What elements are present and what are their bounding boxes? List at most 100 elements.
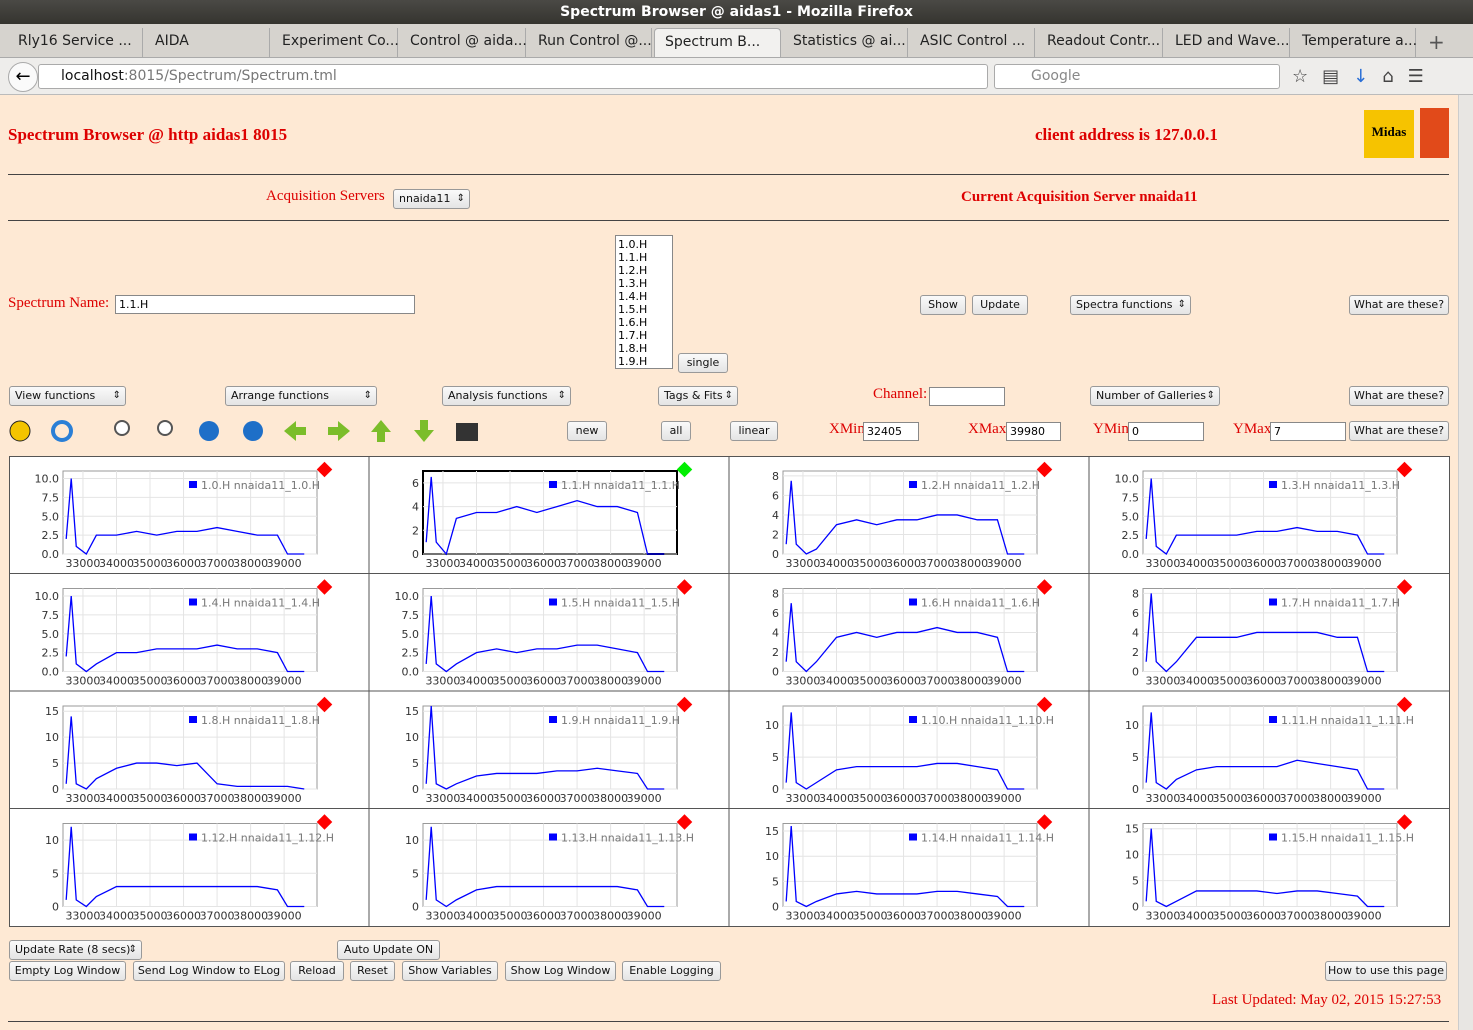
spectrum-line — [785, 603, 1025, 673]
spectrum-input[interactable]: 1.1.H — [115, 295, 415, 314]
toolbar-icons[interactable]: ☆▤↓⌂☰ — [1292, 66, 1438, 87]
icon-left[interactable] — [284, 421, 306, 441]
spectrum-line — [425, 595, 665, 673]
footer-button[interactable]: Enable Logging — [622, 961, 721, 981]
icon-zoom-in[interactable] — [114, 420, 130, 436]
url-bar[interactable]: localhost:8015/Spectrum/Spectrum.tml — [38, 64, 988, 89]
spectrum-option[interactable]: 1.1.H — [618, 251, 648, 264]
icon-radiation[interactable] — [9, 420, 31, 442]
spectrum-option[interactable]: 1.3.H — [618, 277, 648, 290]
x-tick-label: 39000 — [627, 910, 662, 923]
tab[interactable]: LED and Wave... — [1165, 28, 1290, 57]
x-tick-label: 39000 — [267, 557, 302, 570]
single-button[interactable]: single — [678, 353, 728, 373]
icon-up[interactable] — [243, 421, 263, 441]
help-button[interactable]: What are these? — [1349, 421, 1449, 441]
icon-display[interactable] — [456, 423, 478, 441]
x-tick-label: 35000 — [493, 675, 528, 688]
legend-swatch — [549, 481, 557, 488]
y-tick-label: 6 — [772, 607, 779, 620]
analysis-functions[interactable]: Analysis functions — [442, 386, 571, 406]
howto-button[interactable]: How to use this page — [1325, 961, 1447, 981]
icon-refresh[interactable] — [51, 420, 73, 442]
y-tick-label: 5.0 — [42, 628, 60, 641]
legend-label: 1.1.H nnaida11_1.1.H — [561, 479, 680, 492]
tab[interactable]: AIDA — [145, 28, 270, 57]
footer-button[interactable]: Reload — [290, 961, 344, 981]
new-button[interactable]: new — [567, 421, 607, 441]
legend-label: 1.8.H nnaida11_1.8.H — [201, 714, 320, 727]
tab[interactable]: Statistics @ ai... — [783, 28, 908, 57]
spectra-gallery: 0.02.55.07.510.0330003400035000360003700… — [9, 456, 1450, 927]
back-button[interactable]: ← — [8, 62, 38, 92]
x-tick-label: 38000 — [953, 675, 988, 688]
search-bar[interactable]: Google — [994, 64, 1280, 89]
y-tick-label: 5 — [52, 867, 59, 880]
spectra-functions[interactable]: Spectra functions — [1070, 295, 1191, 315]
spectrum-option[interactable]: 1.0.H — [618, 238, 648, 251]
y-tick-label: 0 — [1132, 901, 1139, 914]
help-button[interactable]: What are these? — [1349, 386, 1449, 406]
icon-up-arrow[interactable] — [371, 420, 391, 442]
acq-select[interactable]: nnaida11 — [393, 189, 470, 209]
auto-update[interactable]: Auto Update ON — [337, 940, 440, 960]
spectrum-option[interactable]: 1.8.H — [618, 342, 648, 355]
tab[interactable]: Readout Contr... — [1037, 28, 1163, 57]
footer-button[interactable]: Empty Log Window — [9, 961, 126, 981]
legend-swatch — [189, 481, 197, 488]
xmax-input[interactable]: 39980 — [1006, 422, 1061, 441]
new-tab[interactable]: + — [1428, 30, 1445, 54]
icon-down-arrow[interactable] — [414, 420, 434, 442]
scrollbar[interactable] — [1458, 95, 1473, 1030]
rate-select[interactable]: Update Rate (8 secs) — [9, 940, 142, 960]
tags-fits[interactable]: Tags & Fits — [658, 386, 738, 406]
icon-right[interactable] — [328, 421, 350, 441]
y-tick-label: 0.0 — [42, 548, 60, 561]
tab[interactable]: Control @ aida... — [400, 28, 527, 57]
update-button[interactable]: Update — [972, 295, 1028, 315]
footer-button[interactable]: Reset — [350, 961, 395, 981]
x-tick-label: 36000 — [886, 557, 921, 570]
arrange-functions[interactable]: Arrange functions — [225, 386, 377, 406]
spectrum-option[interactable]: 1.6.H — [618, 316, 648, 329]
tab[interactable]: ASIC Control ... — [910, 28, 1035, 57]
xmin-input[interactable]: 32405 — [863, 422, 919, 441]
spectrum-option[interactable]: 1.2.H — [618, 264, 648, 277]
x-tick-label: 33000 — [65, 792, 100, 805]
tab[interactable]: Experiment Co... — [272, 28, 399, 57]
ymin-input[interactable]: 0 — [1128, 422, 1204, 441]
ymax-input[interactable]: 7 — [1270, 422, 1346, 441]
y-tick-label: 2 — [412, 524, 419, 537]
spectrum-option[interactable]: 1.7.H — [618, 329, 648, 342]
y-tick-label: 2.5 — [42, 647, 60, 660]
show-button[interactable]: Show — [920, 295, 966, 315]
help-button[interactable]: What are these? — [1349, 295, 1449, 315]
view-functions[interactable]: View functions — [9, 386, 126, 406]
x-tick-label: 38000 — [1313, 675, 1348, 688]
spectrum-list[interactable]: 1.0.H 1.1.H 1.2.H 1.3.H 1.4.H 1.5.H 1.6.H 1.7.H… — [615, 235, 673, 369]
all-button[interactable]: all — [661, 421, 691, 441]
spectrum-option[interactable]: 1.9.H — [618, 355, 648, 368]
y-tick-label: 10 — [405, 834, 419, 847]
channel-input[interactable] — [929, 387, 1005, 406]
tab[interactable]: Temperature a... — [1292, 28, 1417, 57]
spectrum-option[interactable]: 1.5.H — [618, 303, 648, 316]
x-tick-label: 37000 — [1280, 557, 1315, 570]
x-tick-label: 35000 — [133, 910, 168, 923]
linear-button[interactable]: linear — [730, 421, 778, 441]
footer-button[interactable]: Show Log Window — [505, 961, 616, 981]
x-tick-label: 34000 — [1179, 792, 1214, 805]
x-tick-label: 35000 — [1213, 792, 1248, 805]
tab[interactable]: Rly16 Service ... — [8, 28, 143, 57]
tab[interactable]: Spectrum B... — [654, 28, 781, 57]
xmax-label: XMax — [968, 421, 1007, 437]
icon-down[interactable] — [199, 421, 219, 441]
footer-button[interactable]: Show Variables — [402, 961, 498, 981]
triumf-logo — [1420, 108, 1449, 158]
tab[interactable]: Run Control @... — [528, 28, 652, 57]
footer-button[interactable]: Send Log Window to ELog — [133, 961, 285, 981]
icon-zoom-out[interactable] — [157, 420, 173, 436]
galleries-select[interactable]: Number of Galleries — [1090, 386, 1220, 406]
spectrum-option[interactable]: 1.4.H — [618, 290, 648, 303]
